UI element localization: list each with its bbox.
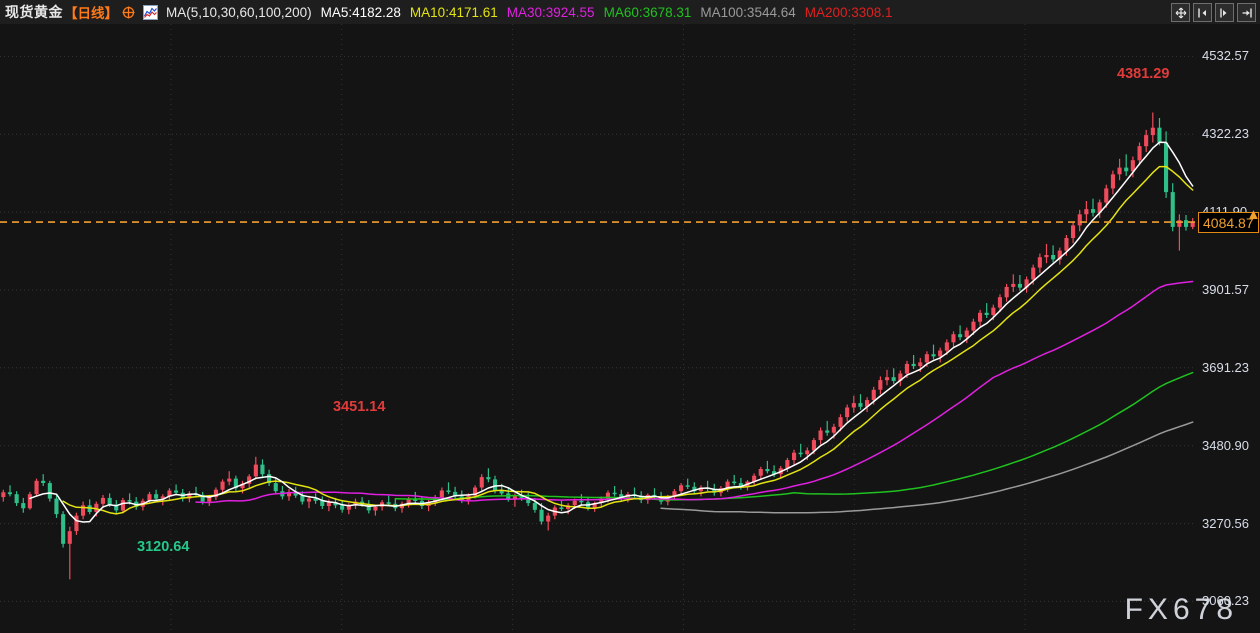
axis-tick: 3060.23 <box>1202 593 1249 609</box>
chart-toolbar <box>1171 3 1256 22</box>
chart-header: 现货黄金 【日线】 MA(5,10,30,60,100,200) MA5:418… <box>0 0 1260 24</box>
candlestick-chart <box>0 24 1196 633</box>
ma60-line <box>394 371 1194 501</box>
axis-tick: 3691.23 <box>1202 359 1249 375</box>
axis-tick: 4532.57 <box>1202 48 1249 64</box>
ma60-readout: MA60:3678.31 <box>603 4 692 20</box>
chart-plot-area[interactable] <box>0 24 1196 633</box>
jump-latest-button[interactable] <box>1237 3 1256 22</box>
ma200-readout: MA200:3308.1 <box>804 4 893 20</box>
mini-chart-icon[interactable] <box>143 4 158 20</box>
low-annotation: 3120.64 <box>137 539 190 555</box>
period-label: 【日线】 <box>64 6 118 21</box>
candlestick-series <box>1 112 1195 580</box>
ma-params-label: MA(5,10,30,60,100,200) <box>166 4 312 20</box>
ma10-line <box>62 165 1194 515</box>
axis-tick: 3480.90 <box>1202 437 1249 453</box>
crosshair-icon[interactable] <box>122 6 135 19</box>
ma100-line <box>660 421 1194 514</box>
ma100-readout: MA100:3544.64 <box>700 4 796 20</box>
axis-tick: 3270.56 <box>1202 515 1249 531</box>
axis-tick: 4322.23 <box>1202 126 1249 142</box>
swing-annotation: 3451.14 <box>333 399 386 415</box>
axis-tick: 3901.57 <box>1202 282 1249 297</box>
ma5-readout: MA5:4182.28 <box>320 4 401 20</box>
symbol-name: 现货黄金 <box>5 4 63 20</box>
ma10-readout: MA10:4171.61 <box>409 4 498 20</box>
high-annotation: 4381.29 <box>1117 66 1170 82</box>
shrink-left-button[interactable] <box>1193 3 1212 22</box>
ma30-line <box>195 280 1194 504</box>
expand-right-button[interactable] <box>1215 3 1234 22</box>
fit-chart-button[interactable] <box>1171 3 1190 22</box>
ma5-line <box>29 141 1194 523</box>
current-price-tag: 4084.87 <box>1198 212 1259 234</box>
price-direction-arrow: ▲ <box>1246 206 1260 224</box>
grid-lines <box>0 24 1196 633</box>
price-axis[interactable]: 4532.57 4322.23 4111.90 3901.57 3691.23 … <box>1196 24 1260 633</box>
ma30-readout: MA30:3924.55 <box>506 4 595 20</box>
